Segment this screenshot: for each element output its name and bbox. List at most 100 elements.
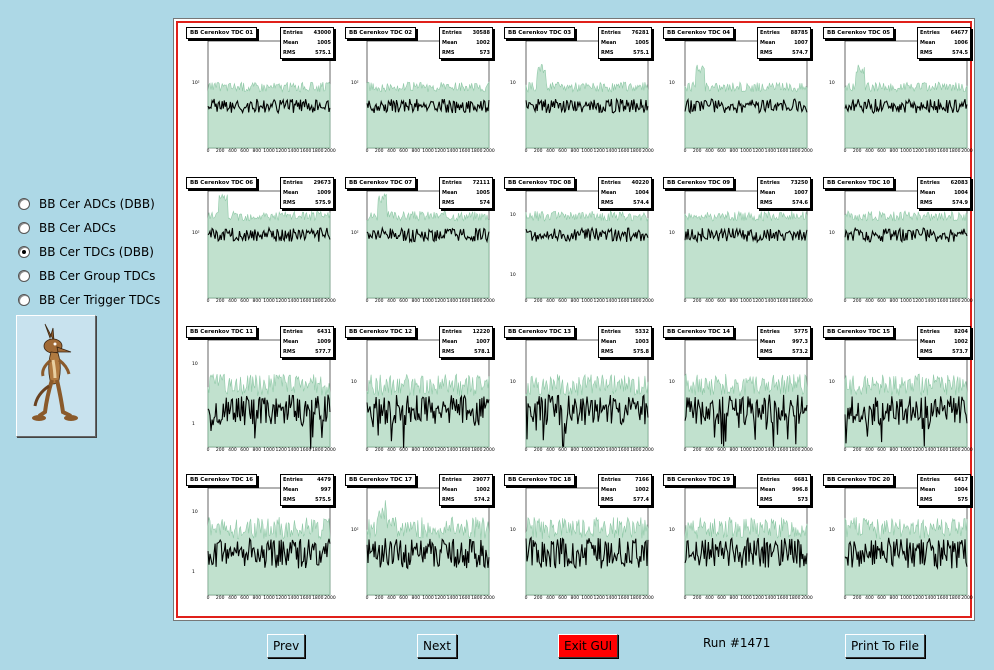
x-tick-label: 1800 — [789, 149, 801, 154]
histogram-pad[interactable]: BB Cerenkov TDC 08 Entries 40220 Mean 1004 RM… — [496, 173, 655, 322]
histogram-line — [684, 394, 808, 447]
x-tick-label: 800 — [729, 596, 739, 601]
x-tick-label: 800 — [570, 299, 580, 304]
histogram-pad[interactable]: BB Cerenkov TDC 17 Entries 29077 Mean 1002 RM… — [337, 470, 496, 619]
radio-bb-cer-trigger-tdcs[interactable]: BB Cer Trigger TDCs — [14, 288, 174, 312]
histogram-pad[interactable]: BB Cerenkov TDC 12 Entries 12220 Mean 1007 RM… — [337, 322, 496, 471]
stats-value: 5332 — [635, 329, 649, 335]
stats-value: 1003 — [635, 339, 649, 345]
histogram-pad[interactable]: BB Cerenkov TDC 02 Entries 30588 Mean 1002 RM… — [337, 23, 496, 172]
radio-button-icon[interactable] — [18, 222, 30, 234]
stats-label: Mean — [601, 339, 617, 345]
histogram-pad[interactable]: BB Cerenkov TDC 05 Entries 64677 Mean 1006 RM… — [815, 23, 974, 172]
prev-button[interactable]: Prev — [267, 634, 306, 658]
stats-row-entries: Entries 62083 — [918, 178, 970, 188]
histogram-pad[interactable]: BB Cerenkov TDC 06 Entries 29673 Mean 1009 RM… — [178, 173, 337, 322]
stats-row-rms: RMS 574.2 — [440, 495, 492, 505]
x-tick-label: 2000 — [642, 596, 654, 601]
radio-button-icon[interactable] — [18, 294, 30, 306]
stats-label: Mean — [283, 40, 299, 46]
stats-label: Entries — [601, 329, 621, 335]
histogram-title: BB Cerenkov TDC 04 — [663, 27, 735, 39]
radio-label: BB Cer Trigger TDCs — [39, 293, 161, 307]
stats-value: 573.2 — [792, 349, 808, 355]
radio-button-icon[interactable] — [18, 270, 30, 282]
x-tick-label: 800 — [252, 299, 262, 304]
histogram-pad[interactable]: BB Cerenkov TDC 16 Entries 4479 Mean 997 RMS 5… — [178, 470, 337, 619]
histogram-line — [207, 98, 331, 115]
histogram-line — [684, 227, 808, 244]
radio-bb-cer-adcs[interactable]: BB Cer ADCs — [14, 216, 174, 240]
histogram-plot — [684, 40, 808, 149]
histogram-pad[interactable]: BB Cerenkov TDC 20 Entries 6417 Mean 1004 RMS… — [815, 470, 974, 619]
histogram-pad[interactable]: BB Cerenkov TDC 18 Entries 7166 Mean 1002 RMS… — [496, 470, 655, 619]
x-tick-label: 2000 — [642, 149, 654, 154]
stats-label: RMS — [920, 497, 933, 503]
histogram-pad[interactable]: BB Cerenkov TDC 15 Entries 8204 Mean 1002 RMS… — [815, 322, 974, 471]
histogram-pad[interactable]: BB Cerenkov TDC 19 Entries 6681 Mean 996.8 RM… — [655, 470, 814, 619]
radio-bb-cer-adcs-dbb[interactable]: BB Cer ADCs (DBB) — [14, 192, 174, 216]
radio-bb-cer-tdcs-dbb[interactable]: BB Cer TDCs (DBB) — [14, 240, 174, 264]
next-button[interactable]: Next — [417, 634, 457, 658]
stats-box: Entries 6681 Mean 996.8 RMS 573 — [757, 474, 811, 506]
x-tick-label: 200 — [374, 149, 384, 154]
stats-value: 1002 — [476, 40, 490, 46]
radio-bb-cer-group-tdcs[interactable]: BB Cer Group TDCs — [14, 264, 174, 288]
stats-value: 1005 — [635, 40, 649, 46]
x-tick-label: 2000 — [961, 149, 973, 154]
x-tick-label: 1000 — [581, 448, 593, 453]
stats-label: Mean — [442, 40, 458, 46]
stats-box: Entries 4479 Mean 997 RMS 575.5 — [280, 474, 334, 506]
histogram-fill — [366, 192, 490, 299]
coyote-logo-button[interactable] — [16, 315, 96, 437]
x-tick-label: 200 — [215, 448, 225, 453]
x-tick-label: 1200 — [593, 596, 605, 601]
radio-button-checked-icon[interactable] — [18, 246, 30, 258]
x-tick-label: 600 — [717, 299, 726, 304]
x-tick-label: 0 — [524, 448, 528, 453]
x-tick-label: 600 — [717, 149, 726, 154]
histogram-pad[interactable]: BB Cerenkov TDC 13 Entries 5332 Mean 1003 RMS… — [496, 322, 655, 471]
stats-row-entries: Entries 5332 — [599, 327, 651, 337]
x-tick-label: 0 — [365, 299, 369, 304]
stats-label: Entries — [442, 30, 462, 36]
stats-row-rms: RMS 574.7 — [758, 48, 810, 58]
histogram-pad[interactable]: BB Cerenkov TDC 10 Entries 62083 Mean 1004 RM… — [815, 173, 974, 322]
histogram-pad[interactable]: BB Cerenkov TDC 14 Entries 5775 Mean 997.3 RM… — [655, 322, 814, 471]
x-tick-label: 0 — [524, 299, 528, 304]
print-to-file-button[interactable]: Print To File — [845, 634, 925, 658]
stats-value: 29077 — [472, 477, 490, 483]
x-tick-label: 1200 — [912, 149, 924, 154]
x-tick-label: 400 — [387, 596, 396, 601]
stats-label: RMS — [442, 349, 455, 355]
x-tick-label: 600 — [240, 448, 249, 453]
x-tick-label: 2000 — [642, 448, 654, 453]
histogram-pad[interactable]: BB Cerenkov TDC 03 Entries 76281 Mean 1005 RM… — [496, 23, 655, 172]
histogram-line — [525, 97, 649, 114]
radio-button-icon[interactable] — [18, 198, 30, 210]
stats-row-rms: RMS 577.7 — [281, 347, 333, 357]
histogram-pad[interactable]: BB Cerenkov TDC 04 Entries 88785 Mean 1007 RM… — [655, 23, 814, 172]
histogram-pad[interactable]: BB Cerenkov TDC 09 Entries 73250 Mean 1007 RM… — [655, 173, 814, 322]
x-tick-label: 400 — [546, 596, 555, 601]
x-tick-label: 600 — [877, 299, 886, 304]
stats-label: Mean — [920, 487, 936, 493]
x-tick-label: 1000 — [422, 596, 434, 601]
stats-label: Mean — [760, 487, 776, 493]
histogram-pad[interactable]: BB Cerenkov TDC 07 Entries 72111 Mean 1005 RM… — [337, 173, 496, 322]
exit-gui-button[interactable]: Exit GUI — [558, 634, 619, 658]
histogram-plot — [366, 190, 490, 299]
stats-row-rms: RMS 574 — [440, 198, 492, 208]
histogram-title: BB Cerenkov TDC 05 — [823, 27, 895, 39]
histogram-pad[interactable]: BB Cerenkov TDC 11 Entries 6431 Mean 1009 RMS… — [178, 322, 337, 471]
stats-value: 1002 — [954, 339, 968, 345]
x-tick-label: 1800 — [471, 149, 483, 154]
stats-box: Entries 5775 Mean 997.3 RMS 573.2 — [757, 326, 811, 358]
stats-row-rms: RMS 575.8 — [599, 347, 651, 357]
x-tick-label: 200 — [374, 448, 384, 453]
histogram-canvas[interactable]: BB Cerenkov TDC 01 Entries 43000 Mean 1005 RM… — [173, 18, 975, 621]
histogram-pad[interactable]: BB Cerenkov TDC 01 Entries 43000 Mean 1005 RM… — [178, 23, 337, 172]
stats-box: Entries 29077 Mean 1002 RMS 574.2 — [439, 474, 493, 506]
x-tick-label: 1600 — [936, 448, 949, 453]
histogram-plot — [366, 487, 490, 596]
